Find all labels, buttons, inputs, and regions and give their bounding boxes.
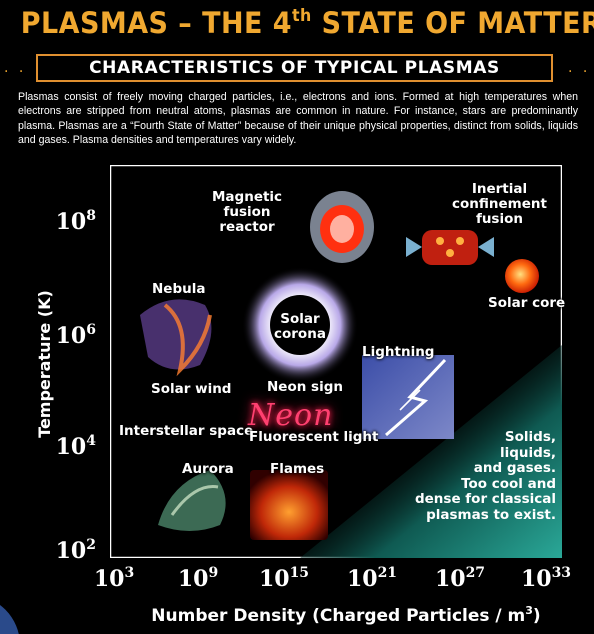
x-axis-label: Number Density (Charged Particles / m3) bbox=[151, 604, 541, 626]
label-flames: Flames bbox=[270, 461, 325, 477]
right-dots-decoration: · · bbox=[568, 64, 591, 80]
label-interstellar-space: Interstellar space bbox=[119, 423, 254, 439]
subtitle: CHARACTERISTICS OF TYPICAL PLASMAS bbox=[36, 54, 553, 82]
label-neon-sign: Neon sign bbox=[267, 379, 343, 395]
y-tick-1e8: 108 bbox=[55, 208, 96, 235]
label-solar-core: Solar core bbox=[488, 295, 566, 311]
y-tick-1e4: 104 bbox=[55, 433, 96, 460]
label-fluorescent-light: Fluorescent light bbox=[249, 429, 379, 445]
solar-disk bbox=[270, 295, 330, 355]
label-magnetic-fusion: Magnetic fusion reactor bbox=[212, 189, 283, 235]
magnetic-fusion-reactor-image bbox=[310, 191, 374, 263]
y-tick-1e6: 106 bbox=[55, 322, 96, 349]
intro-text: Plasmas consist of freely moving charged… bbox=[18, 91, 578, 146]
aurora-image bbox=[158, 470, 226, 531]
y-axis-label: Temperature (K) bbox=[35, 290, 54, 438]
x-tick-1e21: 1021 bbox=[346, 565, 398, 592]
label-solar-corona: Solar corona bbox=[274, 311, 326, 342]
inertial-confinement-image bbox=[406, 230, 494, 265]
lightning-image bbox=[362, 355, 454, 439]
label-nebula: Nebula bbox=[152, 281, 206, 297]
label-solids-region: Solids, liquids, and gases. Too cool and… bbox=[414, 429, 556, 523]
solar-core-image bbox=[505, 259, 539, 293]
x-tick-1e33: 1033 bbox=[520, 565, 572, 592]
plot-area bbox=[110, 165, 562, 558]
label-lightning: Lightning bbox=[362, 344, 435, 360]
solids-region bbox=[300, 345, 562, 558]
label-solar-wind: Solar wind bbox=[151, 381, 232, 397]
y-tick-1e2: 102 bbox=[55, 537, 96, 564]
x-tick-1e3: 103 bbox=[93, 565, 135, 592]
flames-image bbox=[250, 470, 328, 540]
nebula-image bbox=[140, 299, 212, 377]
page-title: PLASMAS – THE 4th STATE OF MATTER bbox=[20, 6, 594, 40]
planet-edge-decoration bbox=[0, 605, 19, 634]
neon-sign-image: Neon bbox=[248, 398, 334, 433]
x-tick-1e27: 1027 bbox=[434, 565, 486, 592]
x-tick-1e9: 109 bbox=[177, 565, 219, 592]
left-dots-decoration: · · bbox=[4, 64, 27, 80]
label-aurora: Aurora bbox=[182, 461, 234, 477]
x-tick-1e15: 1015 bbox=[258, 565, 310, 592]
label-inertial-fusion: Inertial confinement fusion bbox=[452, 181, 547, 227]
